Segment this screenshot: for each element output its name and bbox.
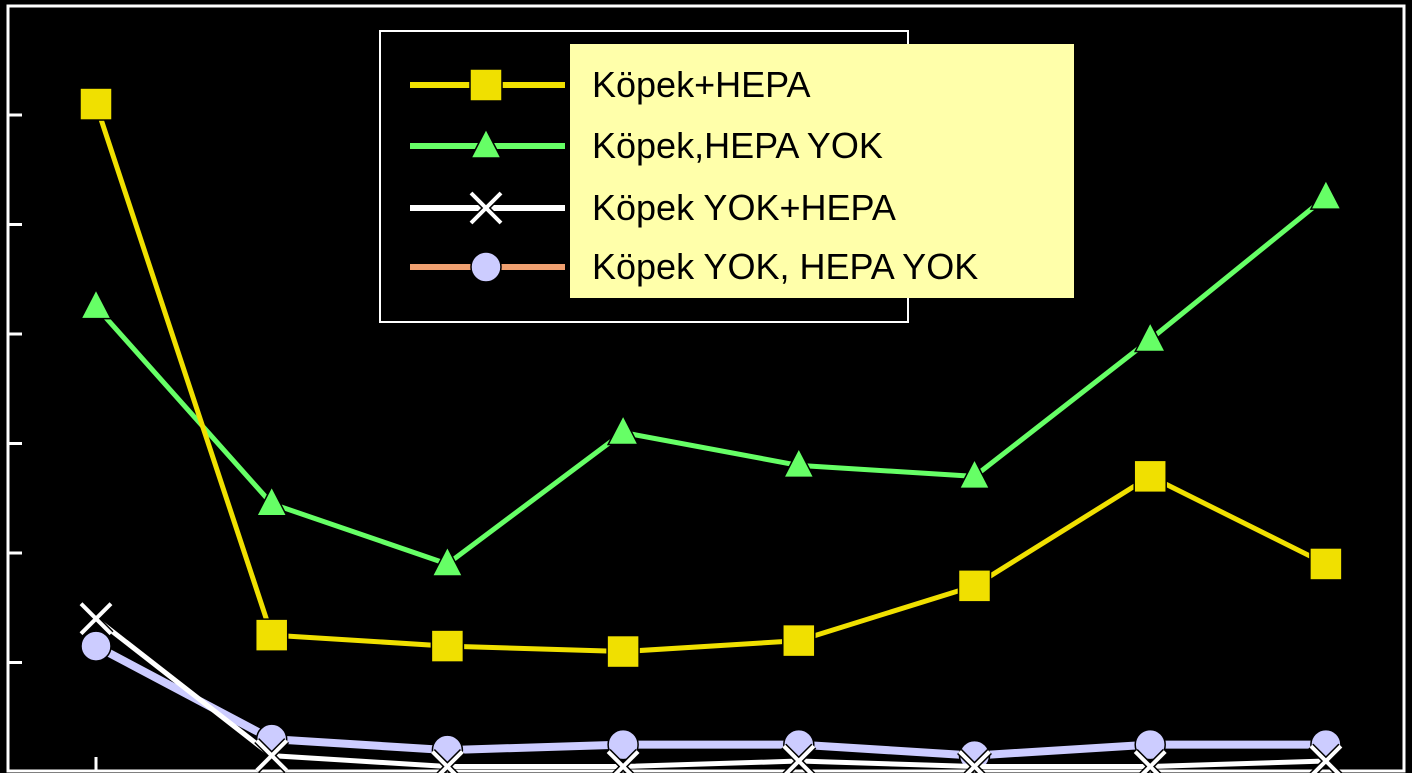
series-3-point (781, 743, 817, 773)
legend-label: Köpek+HEPA (592, 64, 810, 105)
legend-label: Köpek YOK+HEPA (592, 187, 896, 228)
series-3-point (429, 749, 465, 773)
series-1-point (79, 87, 113, 121)
series-2-line (94, 195, 1328, 567)
plot-frame (6, 4, 1406, 773)
legend-item: Köpek,HEPA YOK (410, 125, 883, 166)
legend-label-box (570, 44, 1074, 298)
series-4-point (1134, 728, 1166, 761)
legend-swatch-marker (469, 127, 503, 159)
series-2-point (782, 446, 816, 479)
legend-swatch-marker (468, 190, 504, 226)
axes (6, 4, 1406, 773)
legend-item: Köpek+HEPA (410, 64, 810, 105)
series-1-point (782, 623, 816, 658)
series-1 (79, 87, 1343, 669)
series-4-point (607, 728, 639, 761)
legend-swatch-marker (470, 251, 502, 283)
series-3-point (1132, 749, 1168, 773)
series-3-point (78, 601, 114, 637)
series-2-point (958, 457, 991, 490)
series-3-line (94, 616, 1326, 770)
series-2-point (606, 413, 640, 446)
series-1-point (606, 634, 640, 669)
series-1-point (957, 569, 992, 603)
legend-label: Köpek YOK, HEPA YOK (592, 246, 978, 287)
series-3-point (957, 749, 992, 773)
legend-label: Köpek,HEPA YOK (592, 125, 883, 166)
series-4-line (94, 642, 1326, 760)
series-1-line (93, 103, 1328, 655)
legend-swatch-marker (469, 68, 503, 102)
series-2-point (1309, 178, 1343, 210)
series-3-point (605, 749, 641, 773)
series-layer (78, 87, 1344, 773)
legend: Köpek+HEPA Köpek,HEPA YOK Köpek YOK+HEPA Kö… (379, 30, 1074, 323)
series-2-point (1133, 320, 1167, 353)
series-1-point (1309, 547, 1343, 581)
series-2-point (255, 485, 288, 517)
series-1-point (430, 629, 465, 663)
series-2-point (431, 545, 464, 577)
series-2-point (79, 287, 113, 320)
series-4-point (80, 630, 112, 662)
series-1-point (1133, 459, 1167, 494)
series-3-point (254, 738, 290, 773)
series-3-point (1308, 743, 1344, 773)
legend-item: Köpek YOK+HEPA (410, 187, 896, 228)
series-1-point (254, 618, 289, 652)
series-2 (79, 178, 1343, 577)
series-3 (78, 601, 1344, 773)
legend-item: Köpek YOK, HEPA YOK (410, 246, 978, 287)
